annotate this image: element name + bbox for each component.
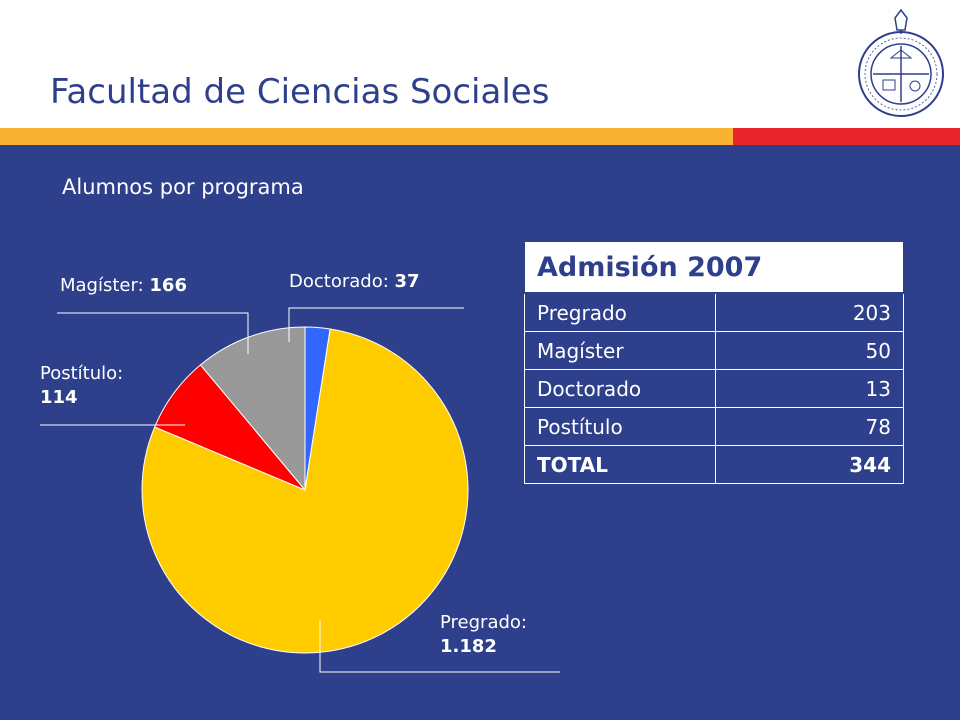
- label-postitulo: Postítulo: 114: [40, 362, 123, 410]
- table-row: Doctorado 13: [524, 369, 904, 408]
- label-pregrado-value: 1.182: [440, 636, 497, 657]
- pie-slice-pregrado: [141, 328, 469, 654]
- seal-icon: [858, 8, 944, 117]
- header-bar: Facultad de Ciencias Sociales: [0, 0, 960, 128]
- label-pregrado: Pregrado: 1.182: [440, 611, 527, 659]
- label-magister-value: 166: [149, 275, 187, 296]
- table-cell-count: 50: [715, 331, 904, 370]
- label-postitulo-value: 114: [40, 387, 78, 408]
- admission-table-title: Admisión 2007: [524, 241, 904, 294]
- label-pregrado-name: Pregrado:: [440, 612, 527, 633]
- label-magister-name: Magíster:: [60, 275, 144, 296]
- label-postitulo-name: Postítulo:: [40, 363, 124, 384]
- table-total-value: 344: [715, 445, 904, 484]
- table-row: Postítulo 78: [524, 407, 904, 446]
- table-cell-program: Postítulo: [524, 407, 716, 446]
- admission-table-container: Admisión 2007 Pregrado 203 Magíster 50 D…: [524, 241, 904, 484]
- leader-line-pregrado: [319, 620, 560, 673]
- table-total-label: TOTAL: [524, 445, 716, 484]
- table-row: Pregrado 203: [524, 292, 904, 332]
- table-cell-count: 13: [715, 369, 904, 408]
- table-cell-program: Pregrado: [524, 292, 716, 332]
- page-title: Facultad de Ciencias Sociales: [50, 72, 550, 112]
- table-cell-program: Magíster: [524, 331, 716, 370]
- table-cell-program: Doctorado: [524, 369, 716, 408]
- accent-stripe-right: [733, 128, 960, 145]
- table-row: Magíster 50: [524, 331, 904, 370]
- chart-subtitle: Alumnos por programa: [62, 175, 304, 199]
- accent-stripe-left: [0, 128, 733, 145]
- label-doctorado-name: Doctorado:: [289, 271, 389, 292]
- table-cell-count: 78: [715, 407, 904, 446]
- label-doctorado: Doctorado: 37: [289, 270, 420, 294]
- leader-line-doctorado: [288, 307, 464, 342]
- table-cell-count: 203: [715, 292, 904, 332]
- pie-slice-magister: [199, 326, 306, 492]
- table-total-row: TOTAL 344: [524, 445, 904, 484]
- label-doctorado-value: 37: [394, 271, 420, 292]
- label-magister: Magíster: 166: [60, 274, 187, 298]
- admission-table: Admisión 2007 Pregrado 203 Magíster 50 D…: [524, 241, 904, 484]
- leader-line-magister: [57, 312, 249, 354]
